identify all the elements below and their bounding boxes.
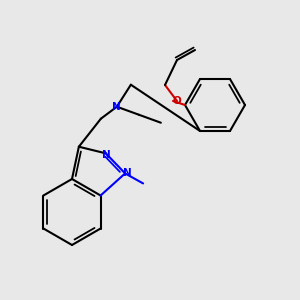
Text: N: N [123,168,131,178]
Text: N: N [103,150,111,161]
Text: O: O [172,96,182,106]
Text: N: N [112,102,121,112]
